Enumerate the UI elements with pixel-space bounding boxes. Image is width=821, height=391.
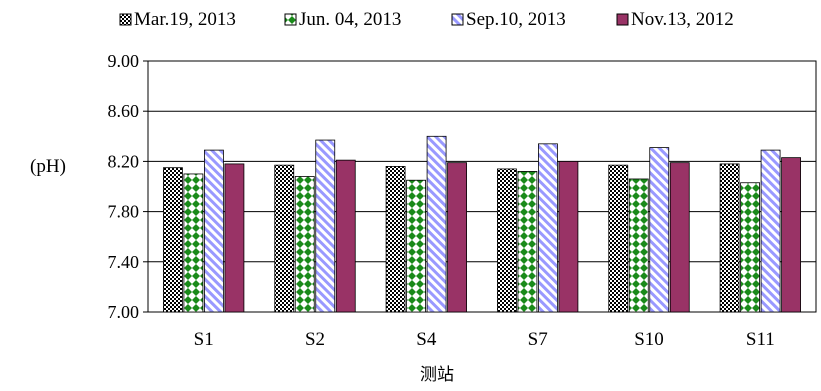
bar <box>608 164 629 313</box>
bar <box>558 160 579 313</box>
bar <box>740 182 760 313</box>
bar <box>719 163 740 313</box>
y-tick-label: 8.20 <box>108 151 140 171</box>
y-tick-label: 7.40 <box>108 252 140 272</box>
x-tick-label: S1 <box>194 329 214 350</box>
legend-swatch <box>451 13 464 26</box>
y-tick-label: 7.80 <box>108 202 140 222</box>
x-tick-label: S11 <box>746 329 775 350</box>
y-tick-label: 8.60 <box>108 101 140 121</box>
legend-label: Sep.10, 2013 <box>466 9 566 30</box>
legend-swatch <box>119 13 132 26</box>
bar <box>497 168 517 313</box>
bar <box>669 162 690 313</box>
y-tick-label: 9.00 <box>108 51 140 71</box>
bar <box>385 166 406 313</box>
bar <box>538 143 558 313</box>
y-axis-label: (pH) <box>30 156 66 177</box>
bar <box>335 159 356 313</box>
x-tick-label: S2 <box>305 329 325 350</box>
bar <box>426 135 447 313</box>
bar <box>163 167 183 313</box>
bar <box>781 157 801 313</box>
bar <box>204 149 224 313</box>
legend-label: Mar.19, 2013 <box>134 9 236 30</box>
bar <box>183 173 204 313</box>
plot-area <box>143 60 817 313</box>
legend-swatch <box>284 13 297 26</box>
x-tick-label: S7 <box>528 329 548 350</box>
legend-swatch <box>616 13 629 26</box>
bar <box>274 164 295 313</box>
bar <box>628 178 649 313</box>
legend: Mar.19, 2013 Jun. 04, 2013 Sep.10, 2013 Nov… <box>119 9 734 30</box>
bar <box>517 171 538 313</box>
bar <box>447 162 467 313</box>
y-tick-label: 7.00 <box>108 302 140 322</box>
bar <box>315 139 336 313</box>
x-axis-label: 测站 <box>420 365 454 384</box>
bar <box>224 163 245 313</box>
bar <box>760 149 781 313</box>
bar <box>294 176 315 313</box>
x-tick-label: S4 <box>416 329 437 350</box>
plot-frame <box>147 60 817 313</box>
bar <box>406 179 426 313</box>
legend-label: Jun. 04, 2013 <box>299 9 401 30</box>
legend-label: Nov.13, 2012 <box>631 9 734 30</box>
x-tick-label: S10 <box>634 329 664 350</box>
bar <box>649 147 670 313</box>
